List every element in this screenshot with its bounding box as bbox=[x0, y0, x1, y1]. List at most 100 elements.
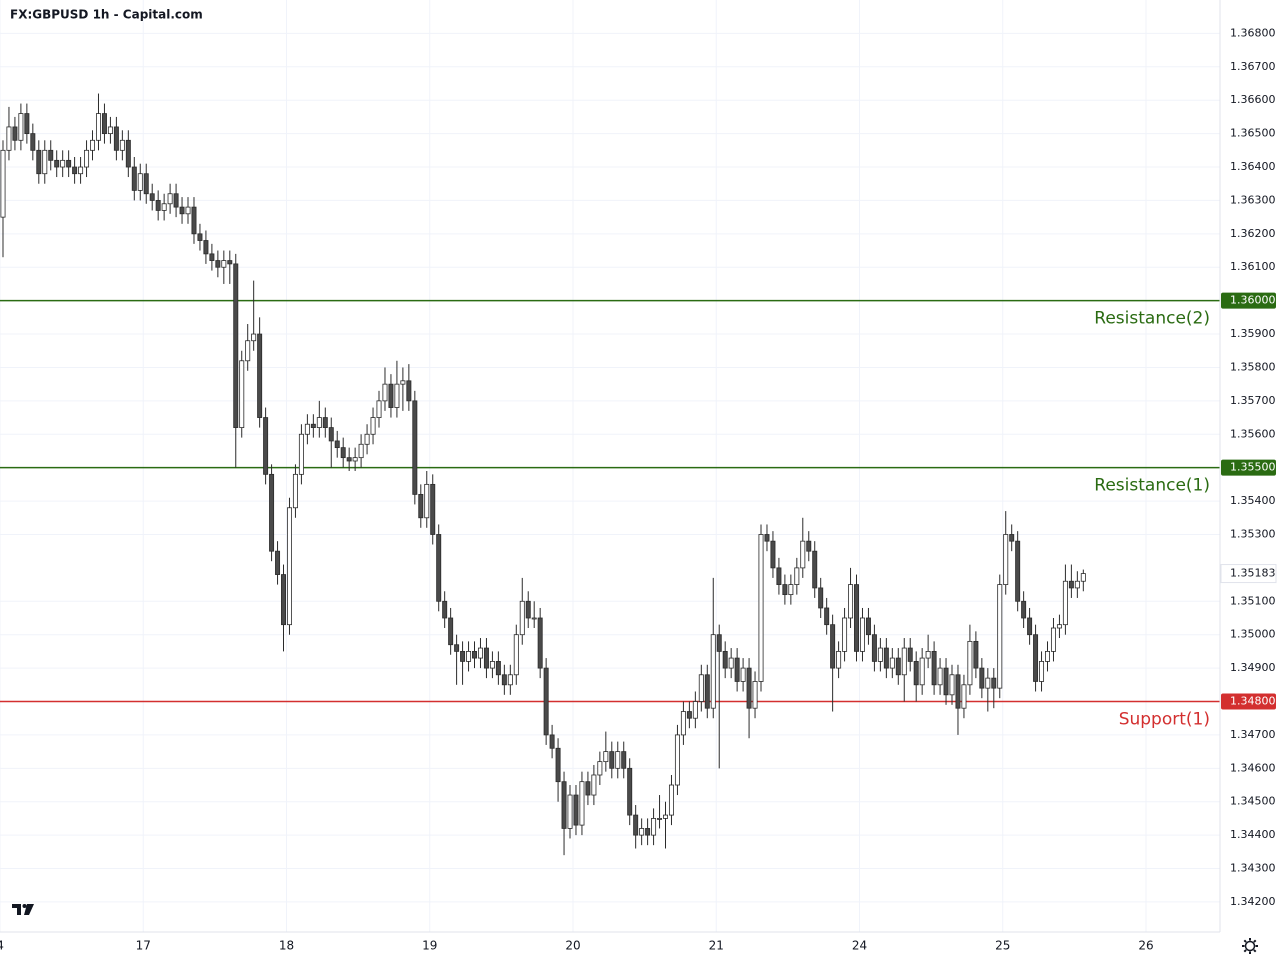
candle-body bbox=[585, 781, 591, 796]
candle-body bbox=[66, 159, 72, 168]
candle-body bbox=[752, 681, 758, 709]
candle-body bbox=[716, 634, 722, 652]
candle-body bbox=[937, 667, 943, 686]
candle-body bbox=[322, 417, 328, 428]
candle-body bbox=[740, 667, 746, 682]
candle-body bbox=[167, 193, 173, 205]
candle-body bbox=[448, 617, 454, 646]
level-price-tag bbox=[1221, 292, 1276, 309]
candle-body bbox=[555, 747, 561, 783]
candle-body bbox=[913, 661, 919, 686]
chart-title: FX:GBPUSD 1h - Capital.com bbox=[10, 8, 203, 22]
candle-body bbox=[961, 684, 967, 709]
candle-body bbox=[24, 113, 30, 135]
candle-body bbox=[1009, 534, 1015, 542]
x-tick-label: 25 bbox=[995, 939, 1010, 953]
candle-body bbox=[842, 617, 848, 652]
candle-body bbox=[806, 540, 812, 552]
y-tick-label: 1.36100 bbox=[1230, 260, 1276, 273]
candle-body bbox=[334, 440, 340, 449]
candle-body bbox=[30, 133, 36, 151]
y-tick-label: 1.36800 bbox=[1230, 26, 1276, 39]
candle-body bbox=[310, 423, 316, 428]
candle-body bbox=[388, 383, 394, 408]
candle-body bbox=[418, 493, 424, 519]
candle-body bbox=[680, 711, 686, 736]
candle-body bbox=[376, 400, 382, 418]
candle-body bbox=[257, 333, 263, 418]
y-tick-label: 1.34900 bbox=[1230, 661, 1276, 674]
last-price-label: 1.35183 bbox=[1230, 567, 1276, 580]
candle-body bbox=[173, 193, 179, 208]
candle-body bbox=[991, 677, 997, 689]
candle-body bbox=[877, 647, 883, 662]
candle-body bbox=[657, 818, 663, 820]
candle-body bbox=[997, 584, 1003, 689]
candle-body bbox=[692, 701, 698, 719]
candle-body bbox=[788, 584, 794, 596]
candle-body bbox=[776, 567, 782, 585]
candle-body bbox=[764, 534, 770, 542]
candle-body bbox=[579, 781, 585, 826]
candle-body bbox=[609, 751, 615, 769]
y-tick-label: 1.36500 bbox=[1230, 127, 1276, 140]
y-tick-label: 1.35100 bbox=[1230, 594, 1276, 607]
candle-body bbox=[119, 139, 125, 151]
candle-body bbox=[304, 423, 310, 435]
candle-body bbox=[269, 473, 275, 552]
candle-body bbox=[179, 206, 185, 215]
candle-body bbox=[137, 173, 143, 191]
level-name: Resistance(1) bbox=[1094, 476, 1210, 496]
last-price-tag bbox=[1220, 564, 1277, 584]
y-tick-label: 1.35700 bbox=[1230, 394, 1276, 407]
candle-body bbox=[871, 634, 877, 662]
candle-body bbox=[0, 149, 6, 218]
candle-body bbox=[794, 567, 800, 585]
candle-body bbox=[101, 113, 107, 135]
candle-body bbox=[925, 650, 931, 659]
x-tick-label: 4 bbox=[0, 939, 4, 953]
candle-body bbox=[549, 734, 555, 749]
candle-body bbox=[746, 667, 752, 709]
candle-body bbox=[281, 574, 287, 626]
tradingview-logo[interactable] bbox=[12, 904, 34, 915]
candle-body bbox=[292, 473, 298, 509]
candle-body bbox=[901, 647, 907, 676]
candle-body bbox=[382, 383, 388, 402]
candle-body bbox=[931, 650, 937, 686]
level-price-tag bbox=[1221, 459, 1276, 476]
candle-body bbox=[507, 674, 513, 686]
candle-body bbox=[239, 360, 245, 428]
y-tick-label: 1.35800 bbox=[1230, 360, 1276, 373]
candle-body bbox=[466, 650, 472, 662]
candle-body bbox=[155, 200, 161, 211]
candle-body bbox=[412, 400, 418, 495]
candle-body bbox=[472, 650, 477, 659]
settings-icon[interactable] bbox=[1242, 938, 1258, 954]
candle-body bbox=[72, 166, 78, 175]
candle-body bbox=[686, 711, 692, 719]
candle-body bbox=[955, 674, 961, 709]
candle-body bbox=[1056, 624, 1062, 629]
candle-body bbox=[645, 828, 651, 836]
candle-body bbox=[233, 263, 239, 428]
candle-body bbox=[298, 433, 304, 475]
candle-body bbox=[525, 600, 531, 619]
x-tick-label: 26 bbox=[1138, 939, 1153, 953]
x-tick-label: 18 bbox=[279, 939, 294, 953]
candle-body bbox=[895, 657, 901, 676]
candle-body bbox=[501, 674, 507, 686]
candle-body bbox=[78, 166, 84, 175]
candle-body bbox=[191, 206, 197, 235]
y-tick-label: 1.35400 bbox=[1230, 494, 1276, 507]
candle-body bbox=[949, 674, 955, 696]
candle-body bbox=[1080, 573, 1086, 582]
y-tick-label: 1.35900 bbox=[1230, 327, 1276, 340]
candle-body bbox=[967, 640, 973, 686]
candle-body bbox=[567, 794, 573, 829]
candle-body bbox=[698, 674, 704, 702]
candle-body bbox=[251, 333, 257, 342]
candle-body bbox=[627, 767, 633, 816]
candle-body bbox=[800, 540, 806, 569]
